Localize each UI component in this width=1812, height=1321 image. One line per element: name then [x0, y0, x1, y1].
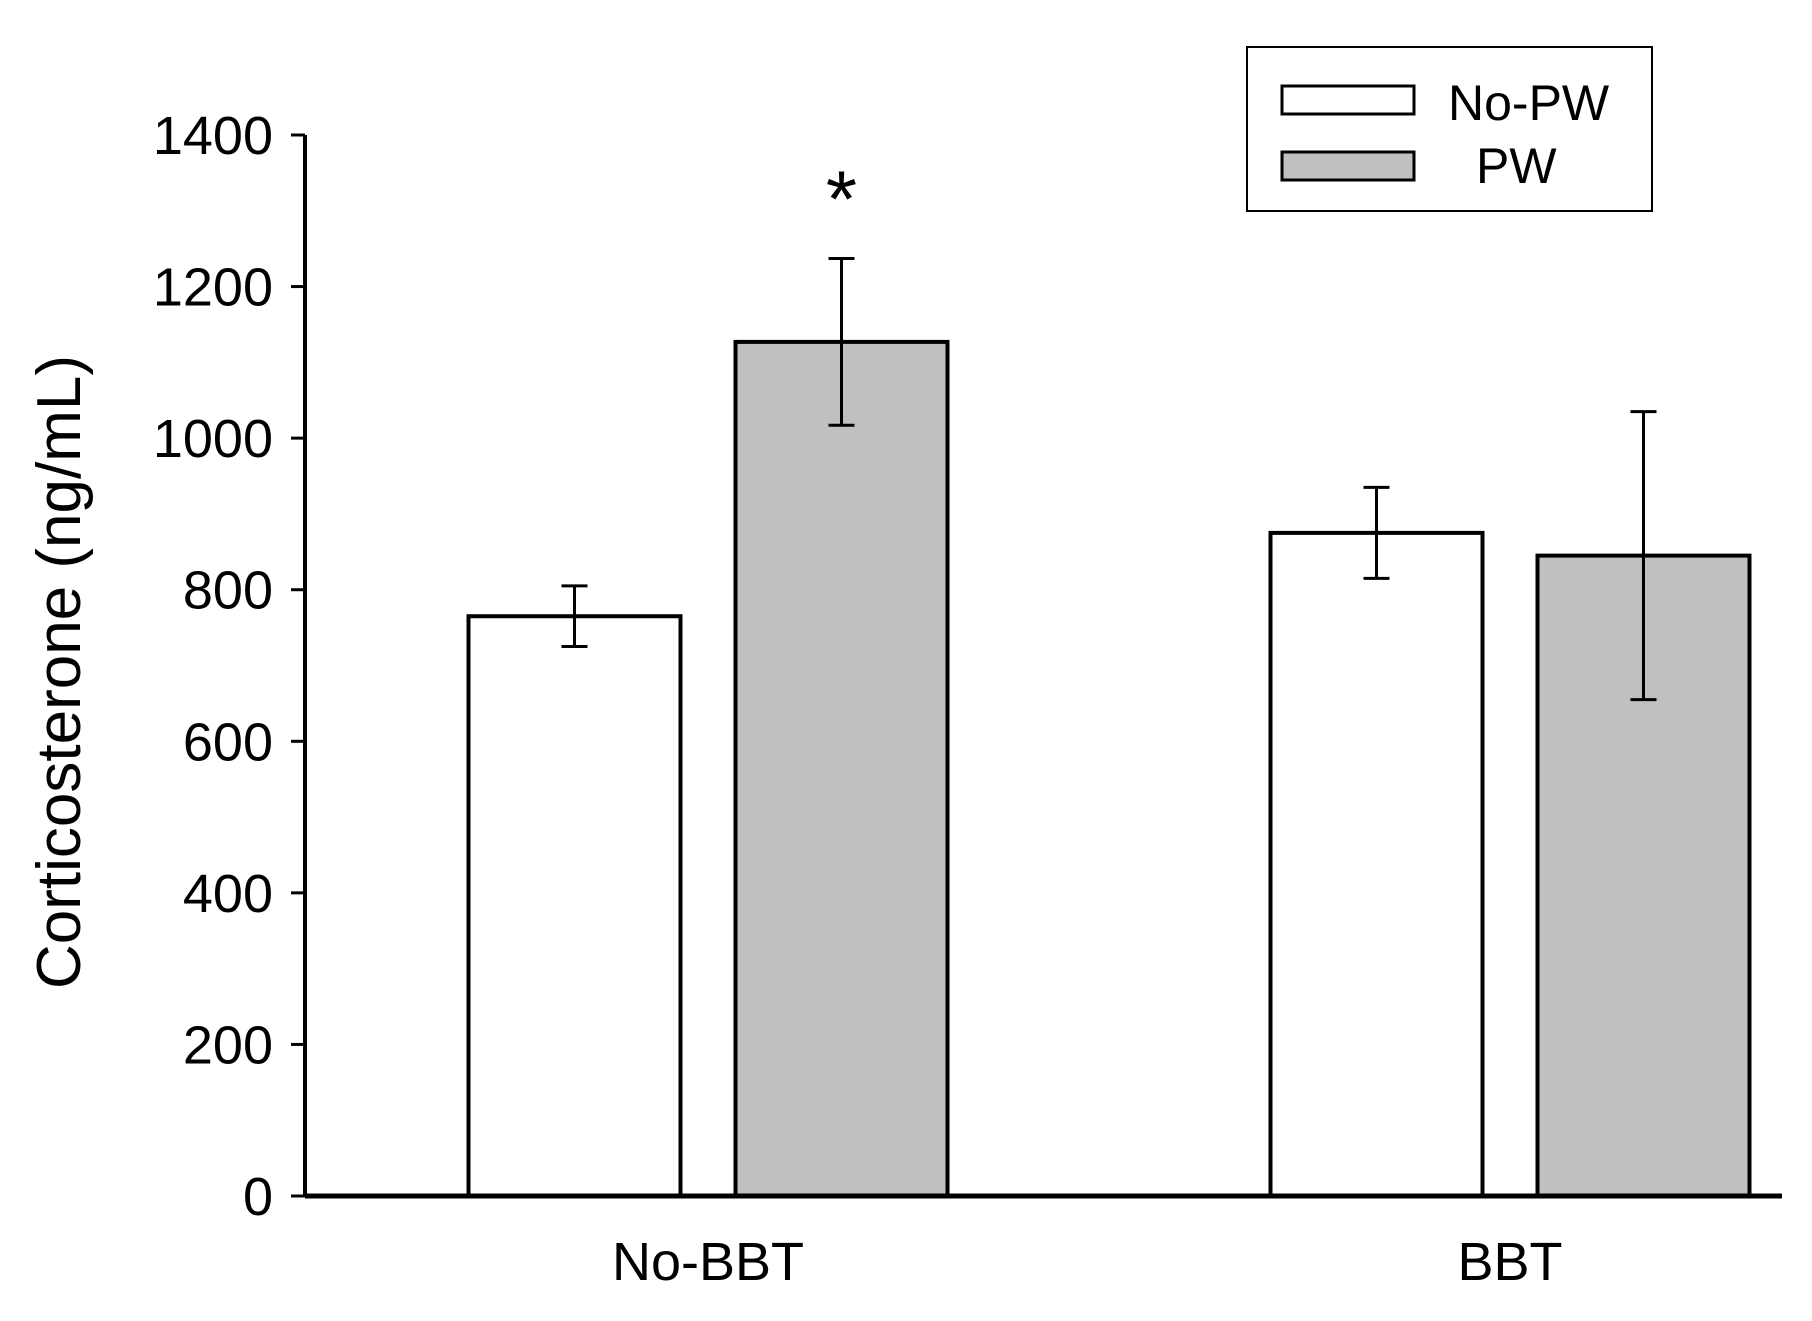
y-tick-label-1200: 1200 — [153, 258, 273, 318]
y-tick-label-1400: 1400 — [153, 106, 273, 166]
error-bar-no-bbt-no-pw — [561, 584, 588, 649]
legend-swatch-no-pw — [1280, 84, 1416, 116]
legend-label-pw: PW — [1476, 138, 1557, 194]
y-tick-label-0: 0 — [243, 1167, 273, 1227]
error-bar-bbt-pw — [1630, 410, 1657, 702]
significance-marker: * — [826, 155, 857, 244]
y-tick-label-600: 600 — [183, 712, 273, 772]
y-axis-title: Corticosterone (ng/mL) — [25, 355, 94, 989]
error-bar-no-bbt-pw — [828, 257, 855, 427]
y-tick-label-200: 200 — [183, 1015, 273, 1075]
legend-swatch-pw — [1280, 150, 1416, 182]
legend: No-PW PW — [1246, 46, 1653, 212]
error-bar-bbt-no-pw — [1363, 485, 1390, 580]
bar-no-bbt-no-pw — [466, 614, 683, 1198]
bar-no-bbt-pw — [733, 339, 950, 1198]
y-tick-label-1000: 1000 — [153, 409, 273, 469]
bar-bbt-no-pw — [1268, 530, 1485, 1198]
legend-box — [1246, 46, 1653, 212]
bars-layer — [466, 339, 1752, 1198]
annotations-layer: * — [826, 155, 857, 244]
x-category-label-bbt: BBT — [1457, 1232, 1562, 1292]
category-labels-layer: No-BBT BBT — [612, 1232, 1563, 1292]
y-tick-label-400: 400 — [183, 864, 273, 924]
legend-label-no-pw: No-PW — [1448, 75, 1610, 131]
axes-layer — [303, 135, 1782, 1199]
error-bars-layer — [561, 257, 1657, 702]
y-ticks-layer: 0 200 400 600 800 1000 1200 1400 — [153, 106, 305, 1227]
x-category-label-no-bbt: No-BBT — [612, 1232, 804, 1292]
y-tick-label-800: 800 — [183, 561, 273, 621]
